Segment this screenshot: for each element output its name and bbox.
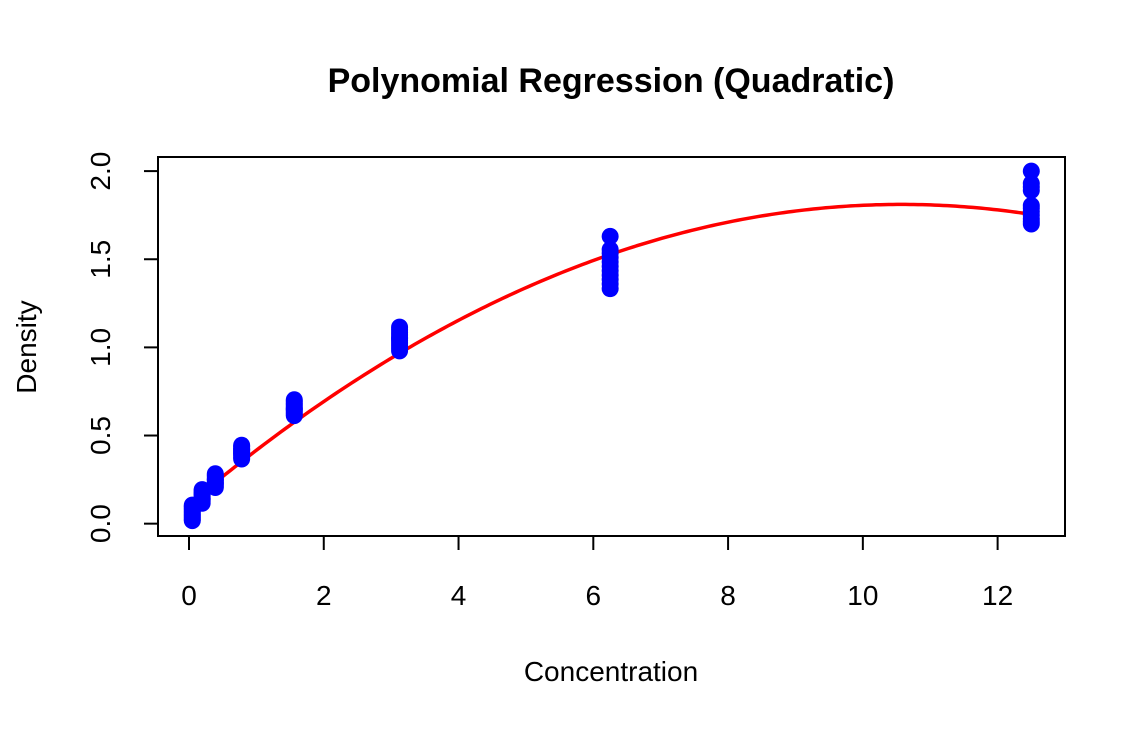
y-tick-label: 0.5: [85, 416, 116, 455]
y-tick-label: 1.0: [85, 328, 116, 367]
plot-frame: [157, 156, 1066, 537]
data-point: [601, 241, 619, 259]
y-axis: 0.0 0.5 1.0 1.5 2.0: [85, 152, 159, 543]
data-point: [206, 471, 224, 489]
y-tick-label: 2.0: [85, 152, 116, 191]
y-tick-label: 0.0: [85, 504, 116, 543]
x-tick-label: 8: [720, 580, 736, 611]
data-point: [1022, 196, 1040, 214]
y-axis-label: Density: [11, 300, 42, 393]
data-point: [193, 490, 211, 508]
data-point: [285, 400, 303, 418]
x-axis-label: Concentration: [524, 656, 698, 687]
x-axis: 0 2 4 6 8 10 12: [181, 535, 1013, 611]
data-points-layer: [183, 162, 1040, 530]
data-point: [391, 330, 409, 348]
x-tick-label: 10: [847, 580, 878, 611]
x-tick-label: 2: [316, 580, 332, 611]
x-tick-label: 0: [181, 580, 197, 611]
y-tick-label: 1.5: [85, 240, 116, 279]
x-tick-label: 4: [451, 580, 467, 611]
data-point: [1022, 162, 1040, 180]
x-tick-label: 6: [586, 580, 602, 611]
data-point: [233, 441, 251, 459]
data-point: [1022, 174, 1040, 192]
x-tick-label: 12: [982, 580, 1013, 611]
chart-title: Polynomial Regression (Quadratic): [328, 62, 895, 100]
data-point: [601, 227, 619, 245]
